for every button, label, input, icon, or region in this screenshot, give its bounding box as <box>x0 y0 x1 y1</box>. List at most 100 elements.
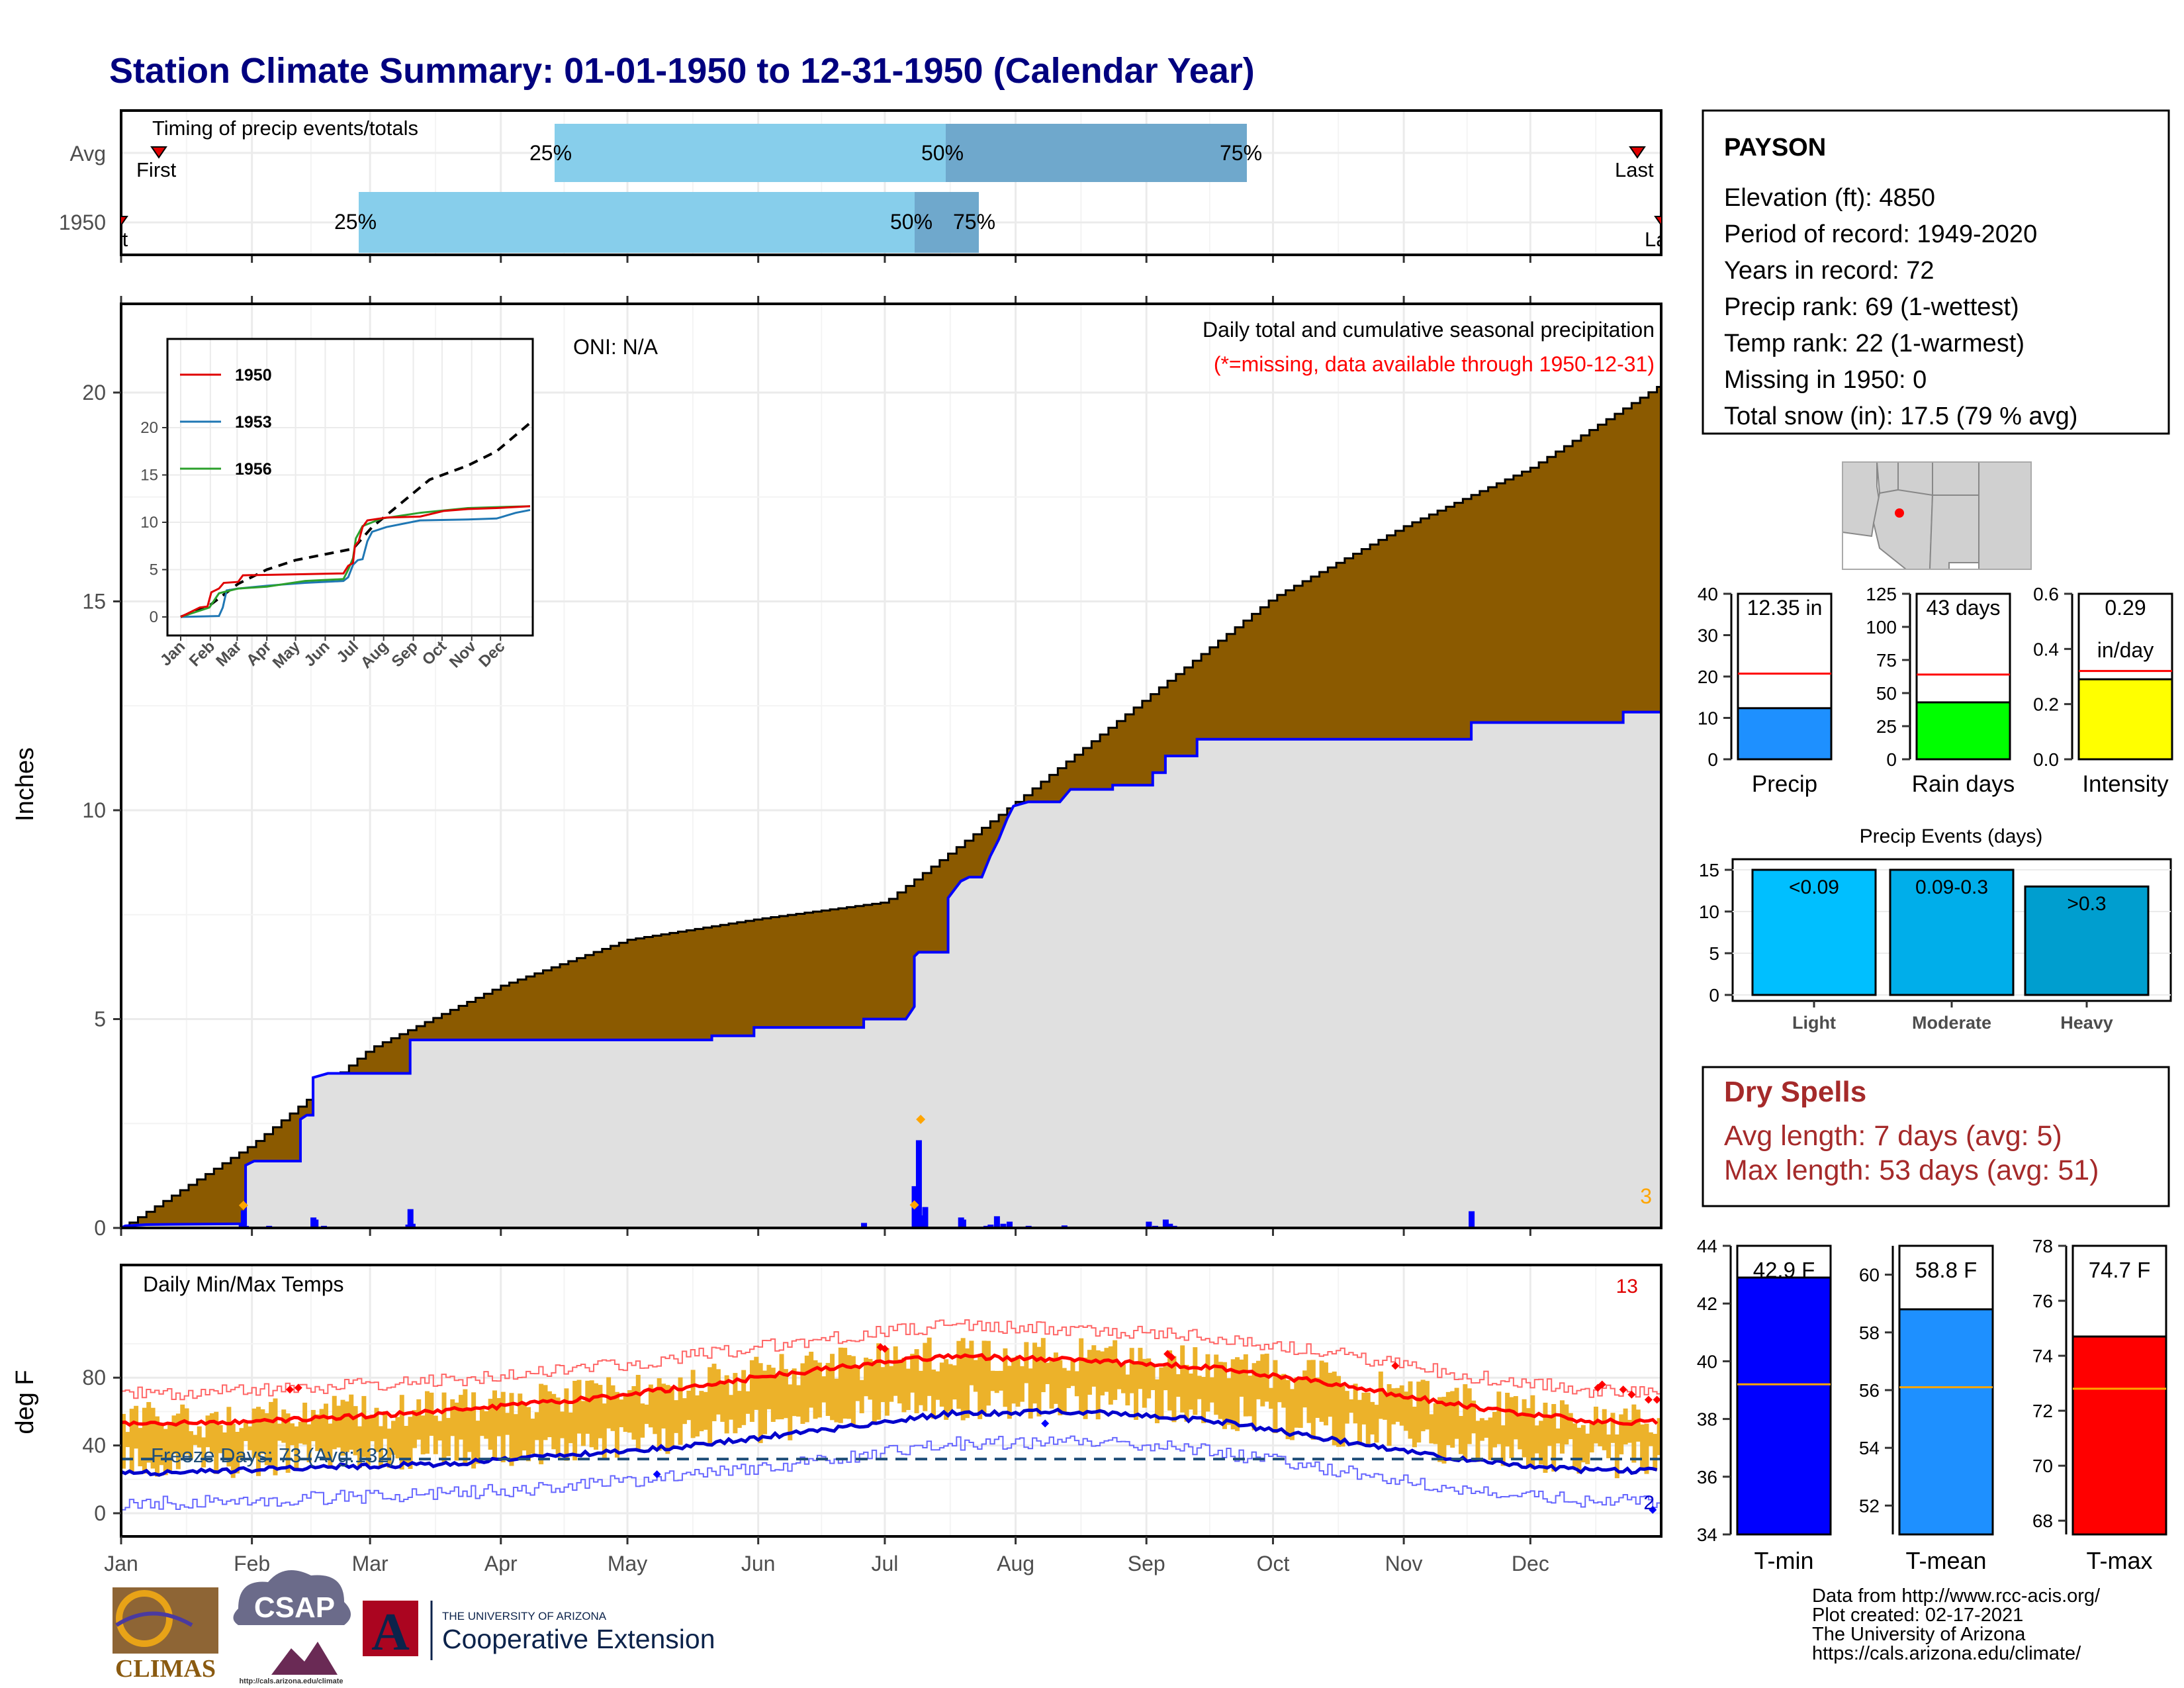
temp-bar-chart: 34 36 38 40 42 44 42.9 F T-min <box>1697 1236 1832 1574</box>
daily-temp-bar <box>838 1347 843 1423</box>
daily-temp-bar <box>1551 1404 1557 1472</box>
climas-swoosh-icon <box>115 1611 193 1627</box>
precip-panel: 0 5 10 15 20 Inches ONI: N/A Daily total and… <box>11 296 1662 1240</box>
precip-header: Daily total and cumulative seasonal prec… <box>1203 318 1655 342</box>
daily-temp-bar <box>1015 1355 1021 1407</box>
daily-precip-bar <box>1162 1219 1169 1228</box>
events-bar-inner-label: >0.3 <box>2067 893 2106 915</box>
daily-temp-bar <box>990 1370 995 1391</box>
month-label: Sep <box>1128 1552 1165 1575</box>
record-high-marker <box>1598 1380 1606 1389</box>
daily-temp-bar <box>1036 1346 1042 1417</box>
avg-first-label: First <box>136 158 177 181</box>
daily-temp-bar <box>610 1385 615 1431</box>
daily-temp-bar <box>214 1411 219 1474</box>
temp-count-high: 13 <box>1616 1276 1638 1297</box>
timing-frame <box>120 109 1662 256</box>
precip-ytick-label: 15 <box>82 590 106 614</box>
daily-temp-bar <box>1416 1382 1422 1443</box>
daily-temp-bar <box>445 1418 451 1456</box>
csap-mountain-icon <box>271 1642 338 1675</box>
daily-temp-bar <box>1045 1362 1050 1384</box>
daily-precip-bar <box>1146 1221 1152 1228</box>
daily-temp-bar <box>1505 1392 1510 1447</box>
daily-temp-bar <box>1496 1391 1502 1444</box>
daily-temp-bar <box>770 1368 776 1423</box>
month-label: Jan <box>104 1552 138 1575</box>
temp-bar-ytick-label: 70 <box>2032 1456 2053 1476</box>
y1950-first-label: First <box>88 228 128 251</box>
mini-bar-label: Precip <box>1752 771 1817 797</box>
temp-bar-label: T-max <box>2086 1547 2152 1574</box>
daily-temp-bar <box>792 1368 797 1417</box>
daily-temp-bar <box>387 1429 392 1468</box>
daily-temp-bar <box>779 1354 784 1420</box>
daily-temp-bar <box>150 1407 156 1469</box>
avg-p75-label: 75% <box>1220 141 1262 165</box>
daily-temp-bar <box>631 1385 637 1440</box>
dry-spells-avg: Avg length: 7 days (avg: 5) <box>1724 1120 2062 1152</box>
daily-temp-bar <box>1251 1363 1257 1430</box>
temp-bar-ytick-label: 68 <box>2032 1511 2053 1531</box>
daily-temp-bar <box>370 1415 375 1442</box>
station-location-dot <box>1895 508 1904 518</box>
daily-temp-bar <box>459 1395 464 1440</box>
map-frame <box>1842 461 2032 570</box>
daily-temp-bar <box>235 1431 240 1474</box>
daily-temp-bar <box>576 1380 582 1434</box>
daily-temp-bar <box>205 1415 210 1448</box>
events-category-label: Heavy <box>2060 1013 2113 1033</box>
daily-temp-bar <box>1188 1373 1193 1410</box>
daily-temp-bar <box>121 1413 126 1469</box>
temp-bar-label: T-mean <box>1905 1547 1986 1574</box>
inset-month-label: Sep <box>388 637 422 671</box>
daily-temp-bar <box>981 1340 987 1415</box>
record-high-marker <box>880 1344 889 1353</box>
daily-temp-bar <box>1100 1351 1105 1396</box>
daily-temp-bar <box>905 1368 911 1411</box>
daily-precip-bar <box>407 1209 414 1228</box>
ua-logo: A THE UNIVERSITY OF ARIZONA Cooperative … <box>363 1601 715 1662</box>
map-east <box>1978 461 2032 570</box>
daily-temp-bar <box>230 1423 236 1478</box>
daily-temp-bar <box>522 1403 527 1451</box>
inset-month-label: Jun <box>300 637 333 670</box>
daily-temp-bar <box>518 1393 523 1458</box>
daily-temp-bar <box>948 1364 953 1411</box>
temp-bar-ytick-label: 58 <box>1859 1323 1880 1343</box>
csap-logo: CSAP http://cals.arizona.edu/climate <box>233 1570 351 1685</box>
station-line: Missing in 1950: 0 <box>1724 366 1927 394</box>
daily-temp-bar <box>994 1371 999 1393</box>
daily-temp-bar <box>1513 1396 1518 1440</box>
dry-spells-max: Max length: 53 days (avg: 51) <box>1724 1154 2099 1186</box>
daily-temp-bar <box>1070 1360 1075 1386</box>
daily-temp-bar <box>695 1395 700 1437</box>
missing-note: (*=missing, data available through 1950-… <box>1214 352 1655 376</box>
record-low-marker <box>1649 1505 1657 1514</box>
dry-spells-frame <box>1702 1066 2170 1207</box>
freeze-days-label: Freeze Days: 73 (Avg:132) <box>151 1444 396 1467</box>
daily-temp-bar <box>985 1340 991 1406</box>
daily-temp-bar <box>1116 1364 1122 1389</box>
daily-precip-bar <box>922 1207 929 1228</box>
daily-temp-bar <box>821 1376 827 1403</box>
daily-temp-bar <box>931 1369 936 1419</box>
daily-temp-bar <box>1273 1360 1278 1434</box>
daily-temp-bar <box>606 1377 612 1429</box>
daily-temp-bar <box>809 1351 814 1408</box>
station-name: PAYSON <box>1724 134 1826 162</box>
daily-temp-bar <box>332 1395 337 1450</box>
temp-bar-chart: 68 70 72 74 76 78 74.7 F T-max <box>2032 1236 2167 1574</box>
daily-temp-bar <box>1053 1352 1058 1404</box>
daily-temp-bar <box>500 1391 506 1463</box>
daily-precip-bar <box>1007 1221 1013 1228</box>
daily-precip-bar <box>240 1210 247 1228</box>
daily-precip-bar <box>1000 1223 1007 1228</box>
inset-month-label: Dec <box>475 637 508 671</box>
precip-ytick-label: 20 <box>82 381 106 404</box>
inset-frame <box>166 338 534 637</box>
daily-temp-bar <box>273 1398 278 1476</box>
daily-precip-bar <box>918 1215 925 1228</box>
daily-temp-bar <box>488 1399 493 1450</box>
daily-temp-bar <box>1104 1348 1109 1392</box>
